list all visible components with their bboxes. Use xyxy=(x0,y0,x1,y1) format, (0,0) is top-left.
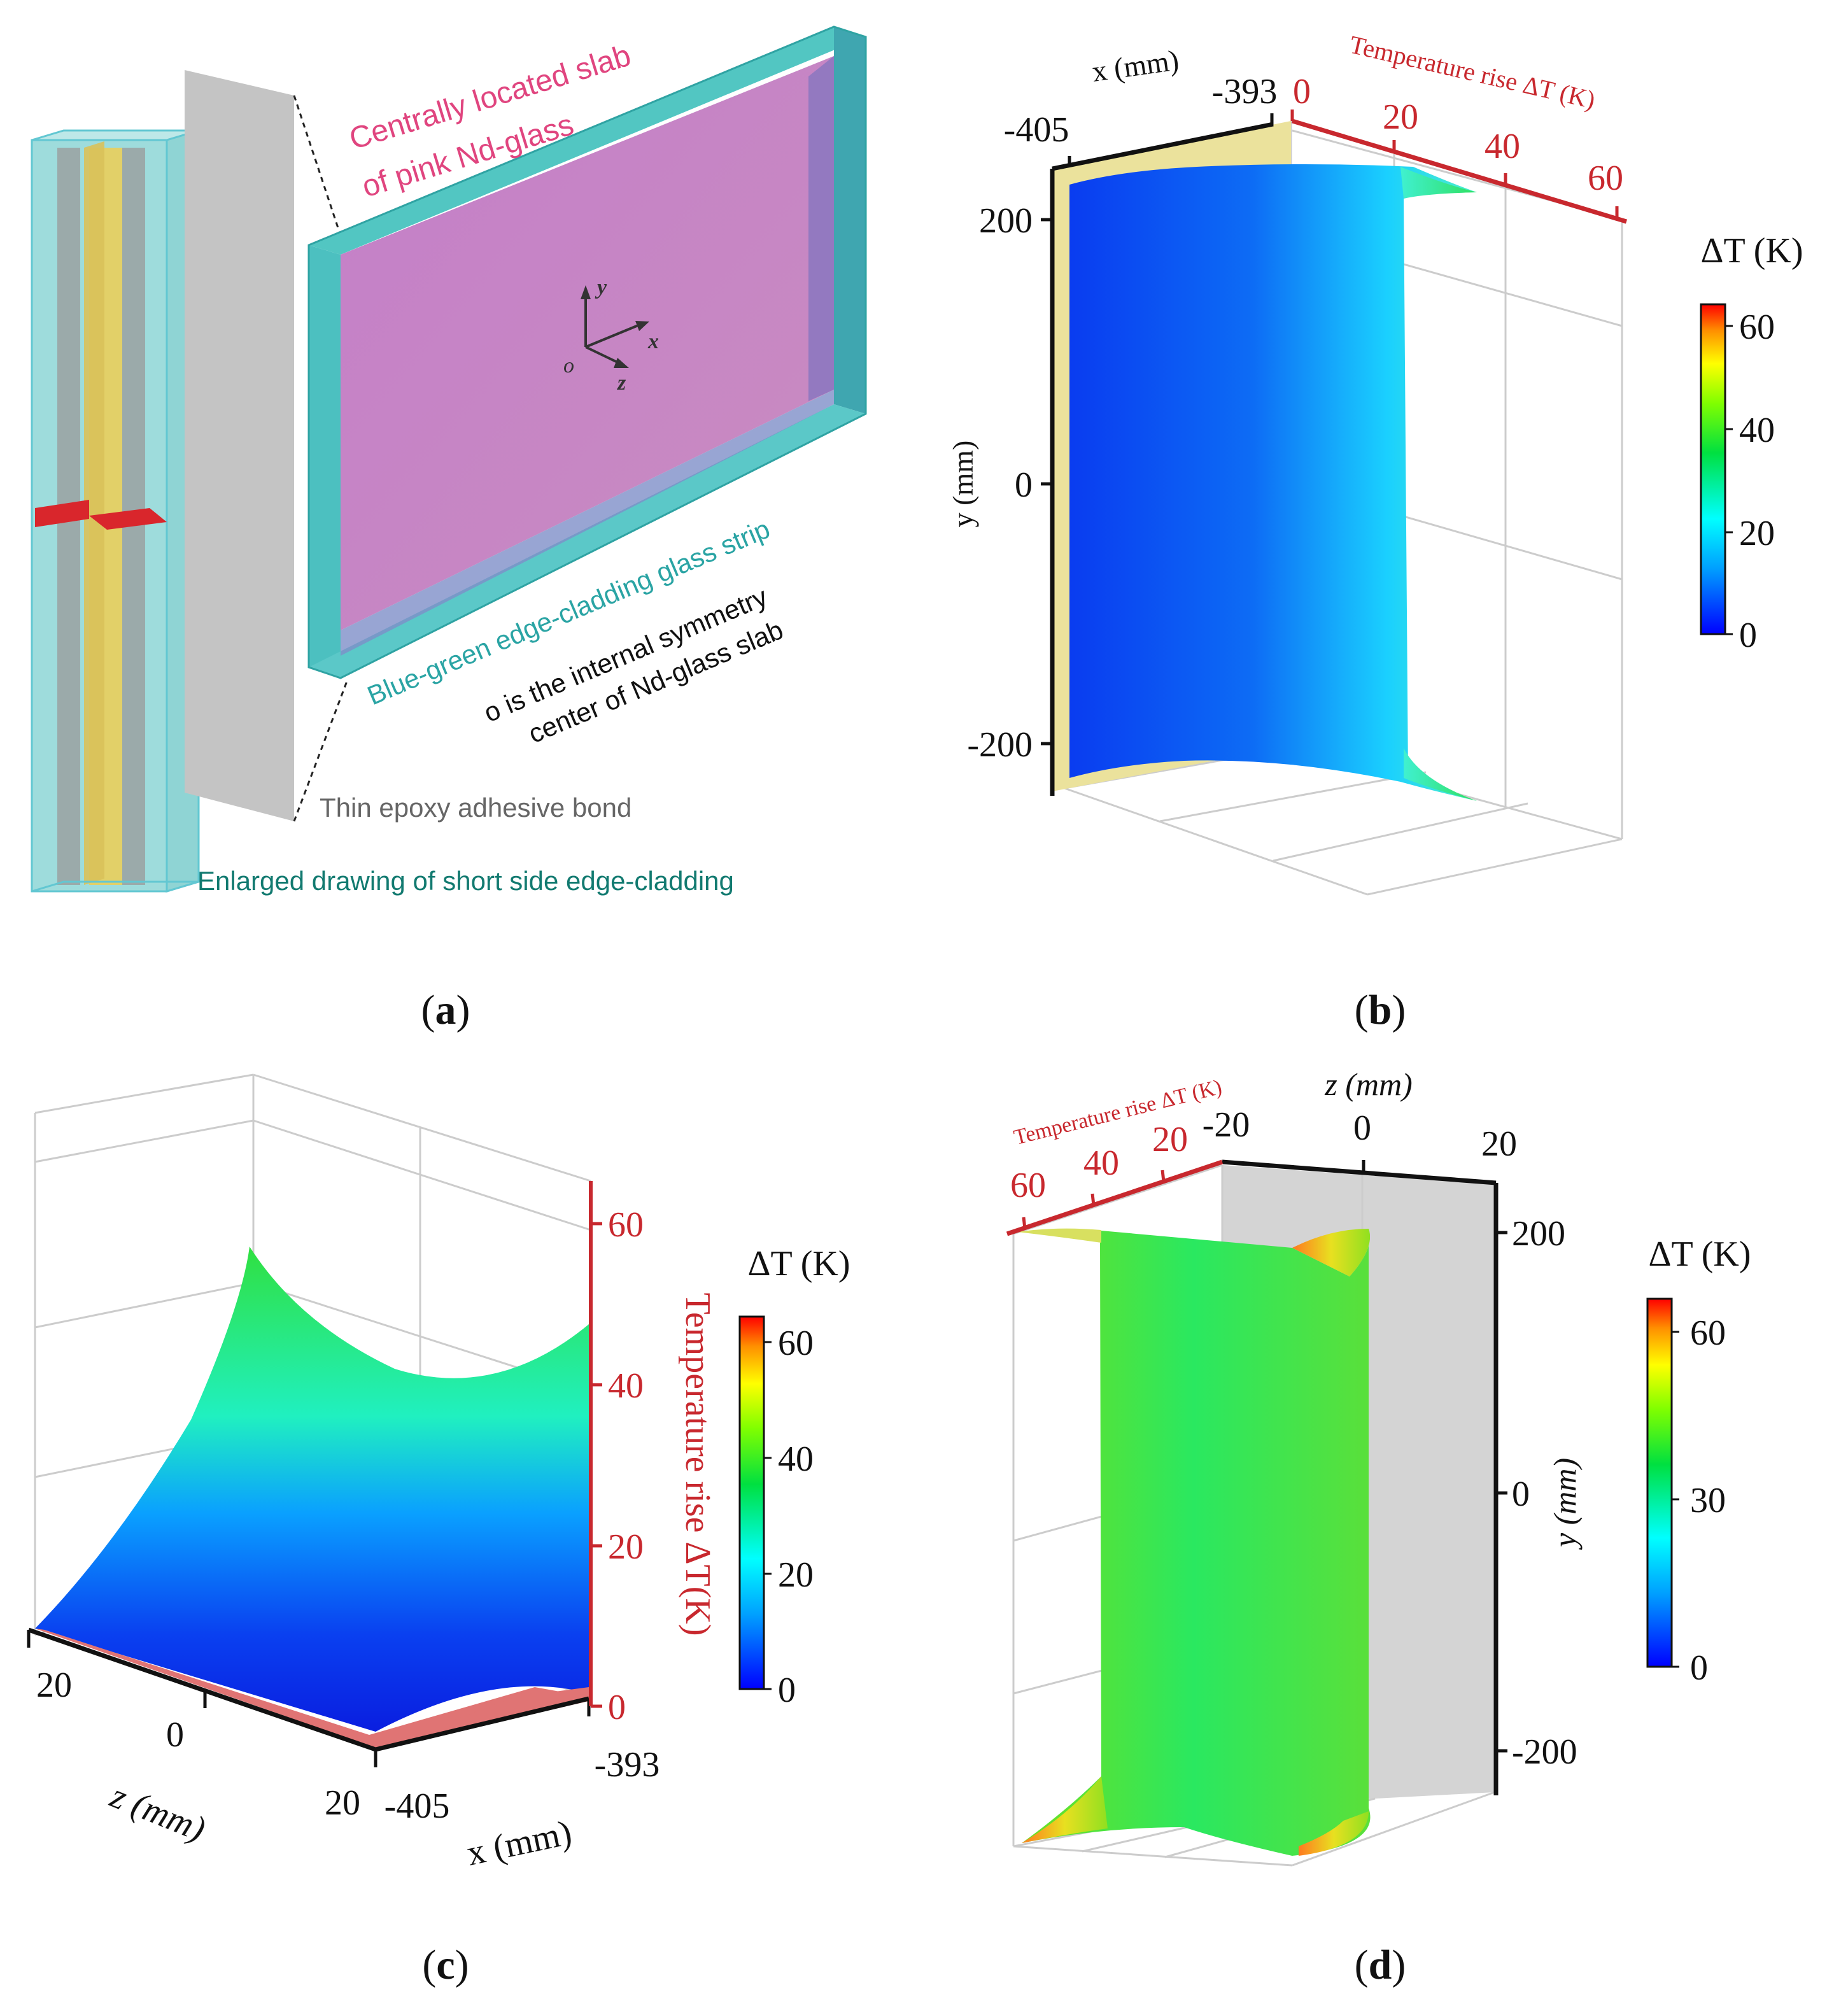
panel-c-colorbar-tick-4: 0 xyxy=(778,1671,796,1710)
panel-c: 60 40 20 0 Temperature rise ΔT(K) 20 0 2… xyxy=(27,1073,850,1988)
panel-c-x-axis xyxy=(375,1696,589,1752)
panel-d-temperature-surface xyxy=(1017,1229,1371,1856)
panel-b-colorbar xyxy=(1700,303,1726,635)
panel-b-t-tick-4: 60 xyxy=(1588,159,1623,198)
panel-b-y-tick-1: 200 xyxy=(979,201,1033,241)
panel-b-colorbar-tick-1: 60 xyxy=(1739,308,1775,347)
panel-b-y-tick-3: -200 xyxy=(967,725,1033,765)
red-cross-section-marker xyxy=(35,500,89,527)
panel-d-colorbar-title: ΔT (K) xyxy=(1649,1234,1751,1274)
panel-d-z-label: z (mm) xyxy=(1324,1066,1412,1102)
panel-b-temperature-axis xyxy=(1291,118,1628,224)
panel-a: y x z o Centrally located slab of pink N… xyxy=(31,25,867,1033)
panel-c-colorbar-title: ΔT (K) xyxy=(748,1244,850,1283)
panel-d-y-label: y (mm) xyxy=(1547,1458,1583,1550)
panel-d-z-tick-1: -20 xyxy=(1203,1105,1250,1145)
panel-c-temperature-surface xyxy=(35,1247,589,1732)
panel-d-z-tick-3: 20 xyxy=(1481,1124,1517,1164)
panel-c-z-label: z (mm) xyxy=(104,1776,211,1849)
panel-c-x-tick-1: -405 xyxy=(384,1786,450,1826)
panel-b-colorbar-title: ΔT (K) xyxy=(1701,231,1803,271)
panel-d-colorbar-tick-2: 30 xyxy=(1690,1481,1726,1520)
panel-d-t-tick-1: 60 xyxy=(1010,1166,1046,1205)
panel-b-t-tick-1: 0 xyxy=(1293,72,1311,111)
panel-d-t-tick-2: 40 xyxy=(1083,1143,1119,1183)
panel-c-slab-face xyxy=(35,1629,589,1748)
panel-b-x-label: x (mm) xyxy=(1090,43,1180,88)
panel-b-x-tick-1: -405 xyxy=(1004,110,1069,150)
panel-b-y-label: y (mm) xyxy=(947,441,979,528)
panel-c-t-tick-3: 20 xyxy=(608,1527,644,1567)
panel-c-colorbar-tick-1: 60 xyxy=(778,1324,814,1363)
epoxy-bond-sheet xyxy=(185,70,348,822)
panel-c-t-tick-4: 0 xyxy=(608,1688,626,1727)
panel-d-temperature-axis xyxy=(1006,1159,1224,1236)
panel-c-colorbar-tick-2: 40 xyxy=(778,1439,814,1479)
panel-b-y-tick-2: 0 xyxy=(1015,465,1033,505)
panel-b-t-tick-3: 40 xyxy=(1485,127,1520,166)
panel-b-colorbar-tick-3: 20 xyxy=(1739,514,1775,553)
axis-z-glyph: z xyxy=(617,371,626,395)
panel-c-colorbar xyxy=(738,1315,765,1690)
panel-c-t-tick-1: 60 xyxy=(608,1205,644,1245)
origin-glyph: o xyxy=(563,354,574,378)
axis-y-glyph: y xyxy=(595,276,607,299)
panel-b-temperature-surface xyxy=(1069,164,1477,801)
axis-x-glyph: x xyxy=(647,330,659,353)
panel-b: x (mm) -405 -393 Temperature rise ΔT (K)… xyxy=(947,30,1803,1033)
panel-d-y-tick-2: 0 xyxy=(1512,1474,1530,1514)
panel-d-y-tick-3: -200 xyxy=(1512,1732,1577,1772)
panel-b-t-tick-2: 20 xyxy=(1383,97,1418,137)
epoxy-annotation: Thin epoxy adhesive bond xyxy=(320,793,631,823)
nd-glass-slab xyxy=(307,25,867,679)
panel-d-colorbar xyxy=(1646,1297,1673,1668)
panel-c-label: (c) xyxy=(422,1942,469,1988)
enlarged-annotation: Enlarged drawing of short side edge-clad… xyxy=(197,866,734,896)
panel-a-label: (a) xyxy=(421,987,470,1033)
panel-b-colorbar-tick-4: 0 xyxy=(1739,616,1757,655)
panel-c-x-label: x (mm) xyxy=(463,1813,575,1873)
panel-c-colorbar-tick-3: 20 xyxy=(778,1555,814,1595)
coordinate-triad: y x z o xyxy=(563,276,659,395)
panel-d-temperature-label: Temperature rise ΔT (K) xyxy=(1012,1075,1224,1150)
panel-c-temperature-label: Temperature rise ΔT(K) xyxy=(678,1293,717,1636)
panel-c-z-tick-3: 20 xyxy=(325,1783,360,1823)
panel-d-y-tick-1: 200 xyxy=(1512,1214,1565,1254)
panel-d-colorbar-tick-3: 0 xyxy=(1690,1648,1708,1688)
enlarged-edge-cladding-drawing xyxy=(31,129,200,893)
panel-b-x-tick-2: -393 xyxy=(1212,72,1278,111)
panel-d-z-tick-2: 0 xyxy=(1353,1108,1371,1148)
panel-d: Temperature rise ΔT (K) 60 40 20 z (mm) … xyxy=(1006,1066,1751,1988)
panel-b-x-axis xyxy=(1052,122,1274,171)
panel-c-z-tick-1: 20 xyxy=(36,1665,72,1705)
panel-c-z-axis xyxy=(27,1627,377,1752)
panel-d-colorbar-tick-1: 60 xyxy=(1690,1313,1726,1353)
panel-c-x-tick-2: -393 xyxy=(595,1745,660,1785)
panel-c-t-tick-2: 40 xyxy=(608,1366,644,1406)
panel-b-label: (b) xyxy=(1355,987,1406,1033)
panel-d-label: (d) xyxy=(1355,1942,1406,1988)
panel-d-z-axis xyxy=(1222,1159,1497,1185)
panel-d-t-tick-3: 20 xyxy=(1152,1120,1188,1159)
panel-b-colorbar-tick-2: 40 xyxy=(1739,411,1775,450)
panel-c-z-tick-2: 0 xyxy=(166,1715,184,1755)
